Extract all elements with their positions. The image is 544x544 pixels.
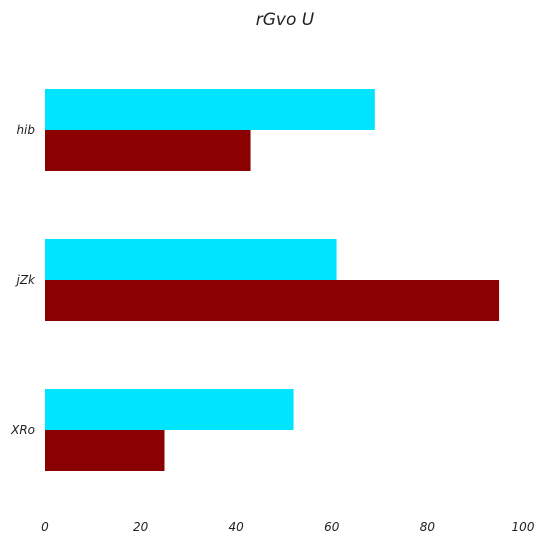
bar-hib-series-2 xyxy=(45,130,251,171)
x-tick-label-100: 100 xyxy=(512,520,535,534)
y-tick-label-XRo: XRo xyxy=(10,423,35,437)
bar-XRo-series-1 xyxy=(45,389,294,430)
bar-XRo-series-2 xyxy=(45,430,165,471)
bar-jZk-series-2 xyxy=(45,280,500,321)
x-tick-label-80: 80 xyxy=(420,520,436,534)
y-tick-label-hib: hib xyxy=(16,123,35,137)
x-tick-label-0: 0 xyxy=(41,520,49,534)
bar-jZk-series-1 xyxy=(45,239,337,280)
bar-hib-series-1 xyxy=(45,89,375,130)
y-tick-label-jZk: jZk xyxy=(14,273,36,287)
x-axis-tick-labels: 0 20 40 60 80 100 xyxy=(41,520,535,534)
bars-group xyxy=(45,89,500,471)
x-tick-label-40: 40 xyxy=(229,520,245,534)
x-tick-label-20: 20 xyxy=(133,520,149,534)
x-tick-label-60: 60 xyxy=(324,520,340,534)
chart-title: rGvo U xyxy=(256,10,315,30)
y-axis-tick-labels: hib jZk XRo xyxy=(10,123,36,437)
